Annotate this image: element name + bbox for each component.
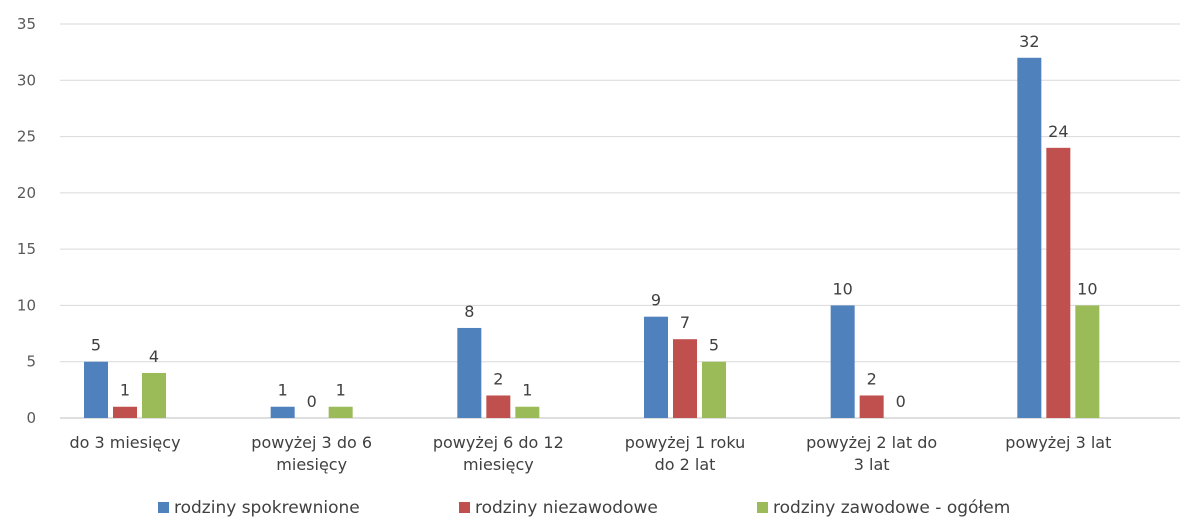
legend: rodziny spokrewnione rodziny niezawodowe r… (158, 498, 1010, 517)
bar (859, 395, 884, 418)
y-tick-label: 20 (17, 184, 36, 202)
data-label: 32 (1019, 32, 1039, 51)
legend-swatch (459, 502, 470, 513)
data-label: 1 (522, 381, 532, 400)
y-axis: 0 5 10 15 20 25 30 35 (17, 15, 36, 427)
y-tick-label: 30 (17, 71, 36, 89)
data-label: 24 (1048, 122, 1068, 141)
bar (457, 327, 482, 418)
y-tick-label: 5 (26, 353, 36, 371)
bar (113, 406, 137, 418)
x-tick-label: 3 lat (854, 455, 890, 474)
x-axis: do 3 miesięcy powyżej 3 do 6 miesięcy powyż… (69, 433, 1111, 474)
y-tick-label: 35 (17, 15, 36, 33)
data-label: 0 (896, 392, 906, 411)
data-label: 8 (464, 302, 474, 321)
data-label: 5 (709, 336, 719, 355)
bar (1075, 305, 1100, 418)
y-tick-label: 10 (17, 296, 36, 314)
bar (673, 339, 697, 418)
data-label: 10 (1077, 279, 1097, 298)
legend-swatch (158, 502, 169, 513)
data-label: 1 (278, 381, 288, 400)
legend-entry: rodziny niezawodowe (475, 498, 658, 517)
x-tick-label: powyżej 3 lat (1005, 433, 1111, 452)
bar (142, 372, 166, 418)
bar (644, 316, 668, 418)
bar (702, 361, 726, 418)
y-tick-label: 0 (26, 409, 36, 427)
data-label: 10 (832, 279, 852, 298)
legend-entry: rodziny spokrewnione (174, 498, 360, 517)
x-tick-label: powyżej 2 lat do (806, 433, 937, 452)
data-label: 9 (651, 291, 661, 310)
data-label: 5 (91, 336, 101, 355)
y-tick-label: 15 (17, 240, 36, 258)
bar (1017, 57, 1042, 419)
legend-swatch (757, 502, 768, 513)
data-label: 7 (680, 313, 690, 332)
x-tick-label: powyżej 1 roku (625, 433, 745, 452)
x-tick-label: miesięcy (463, 455, 534, 474)
bar (515, 406, 540, 418)
bar (328, 406, 353, 418)
x-tick-label: do 3 miesięcy (69, 433, 180, 452)
data-label: 2 (493, 369, 503, 388)
grid-lines (60, 23, 1180, 419)
x-tick-label: powyżej 6 do 12 (433, 433, 564, 452)
data-label: 1 (120, 381, 130, 400)
bar (1046, 147, 1071, 419)
x-tick-label: miesięcy (276, 455, 347, 474)
legend-entry: rodziny zawodowe - ogółem (773, 498, 1010, 517)
bar (486, 395, 511, 418)
bars (84, 57, 1100, 419)
data-label: 1 (336, 381, 346, 400)
data-label: 4 (149, 347, 159, 366)
bar (270, 406, 295, 418)
x-tick-label: do 2 lat (655, 455, 716, 474)
data-label: 0 (307, 392, 317, 411)
x-tick-label: powyżej 3 do 6 (251, 433, 372, 452)
data-label: 2 (867, 369, 877, 388)
bar (830, 305, 855, 418)
bar (84, 361, 108, 418)
y-tick-label: 25 (17, 128, 36, 146)
